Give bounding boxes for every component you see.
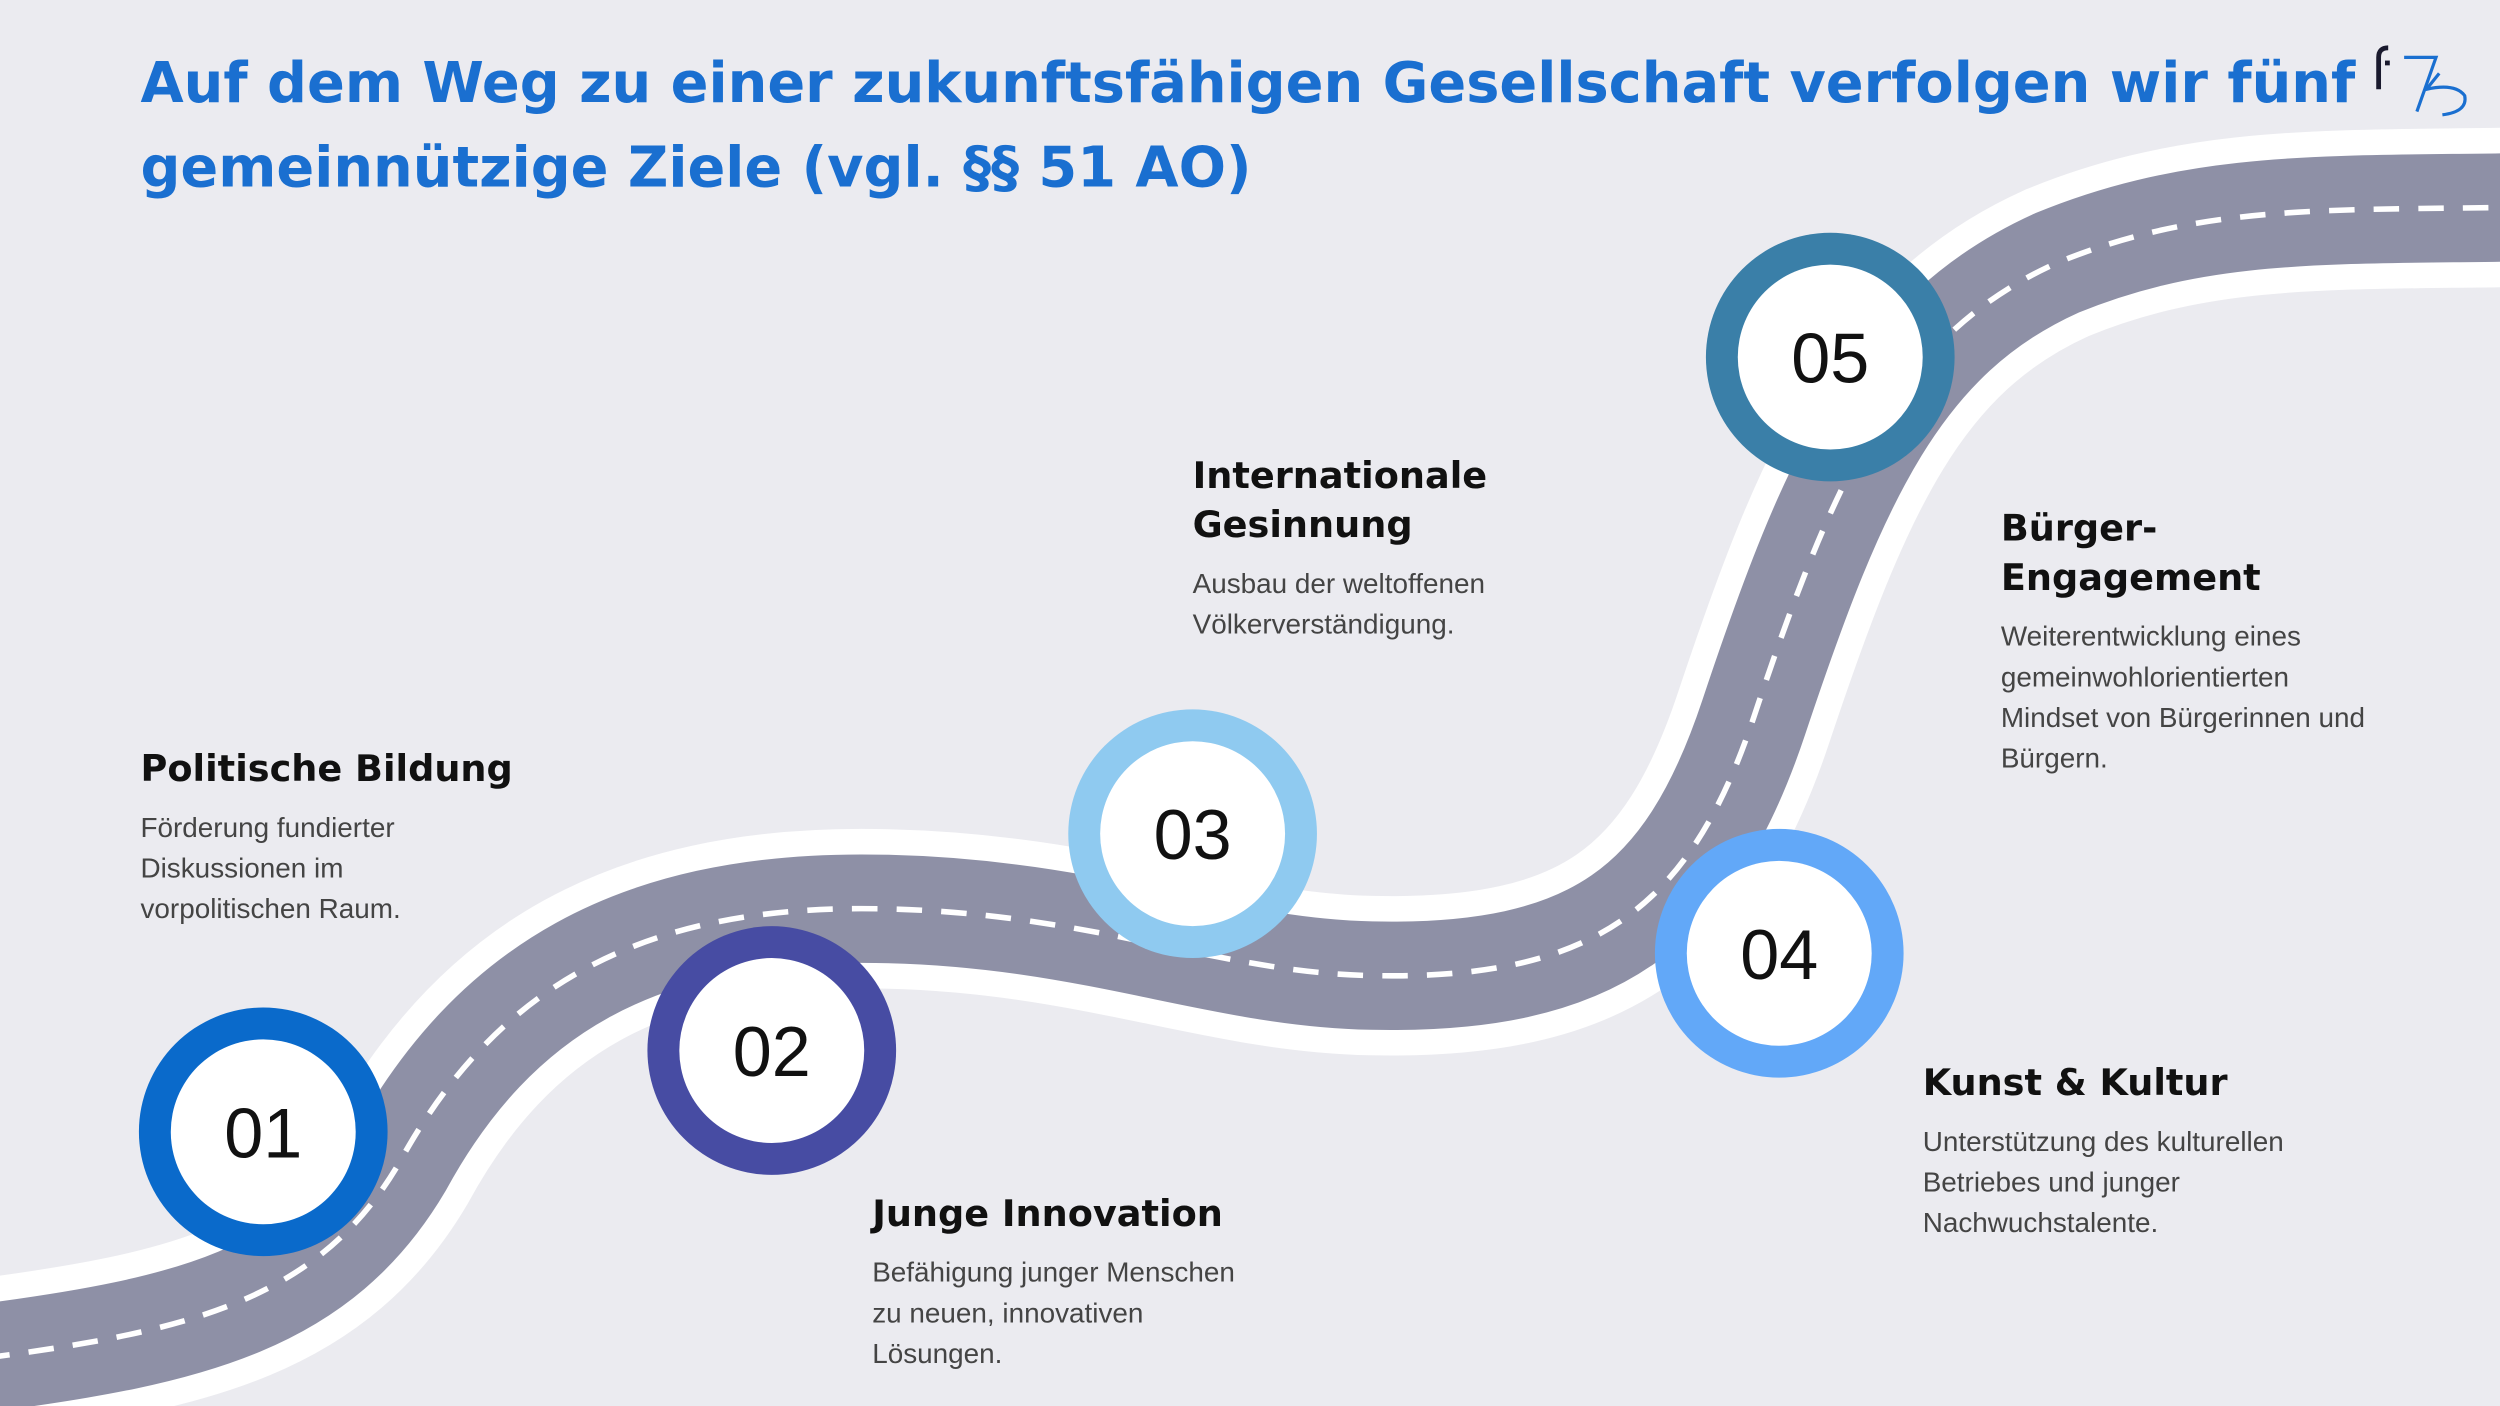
logo-7 <box>2404 55 2439 113</box>
goal-description: gemeinwohlorientierten <box>2001 661 2289 692</box>
goal: 03 Internationale Gesinnung Ausbau der welt… <box>1068 454 1488 959</box>
goal-inner <box>1737 264 1923 450</box>
goal-heading: Politische Bildung <box>141 747 513 790</box>
goal-description: Förderung fundierter <box>141 812 395 843</box>
title-line: Auf dem Weg zu einer zukunftsfähigen Ges… <box>141 51 2357 116</box>
goal-description: Ausbau der weltoffenen <box>1193 568 1485 599</box>
goal-heading: Kunst & Kultur <box>1923 1061 2228 1104</box>
goal-description: Lösungen. <box>872 1338 1002 1369</box>
goal-description: Bürgern. <box>2001 743 2108 774</box>
road <box>0 127 2500 1406</box>
logo-5 <box>2422 72 2467 117</box>
goal-inner <box>1686 860 1872 1046</box>
goal-heading: Engagement <box>2001 556 2261 599</box>
goal-description: Unterstützung des kulturellen <box>1923 1126 2284 1157</box>
goals: 01 Politische Bildung Förderung fundierter… <box>138 232 2365 1369</box>
title: Auf dem Weg zu einer zukunftsfähigen Ges… <box>141 51 2357 200</box>
goal-description: Weiterentwicklung eines <box>2001 621 2301 652</box>
goal-description: Mindset von Bürgerinnen und <box>2001 702 2365 733</box>
goal-heading: Gesinnung <box>1193 503 1413 546</box>
title-line: gemeinnützige Ziele (vgl. §§ 51 AO) <box>141 136 1252 201</box>
goal-heading: Junge Innovation <box>869 1192 1223 1235</box>
goal-number: 04 <box>1740 916 1818 994</box>
goal: 02 Junge Innovation Befähigung junger Mens… <box>647 926 1235 1369</box>
goal-description: vorpolitischen Raum. <box>141 893 401 924</box>
goal-heading: Internationale <box>1193 454 1488 497</box>
goal-inner <box>679 958 865 1143</box>
goal: 04 Kunst & Kultur Unterstützung des kultur… <box>1654 828 2284 1238</box>
goal-number: 05 <box>1791 320 1869 398</box>
goal-number: 02 <box>733 1013 811 1091</box>
goal-description: Völkerverständigung. <box>1193 609 1455 640</box>
goal-description: Diskussionen im <box>141 853 344 884</box>
goal-description: Befähigung junger Menschen <box>872 1257 1235 1288</box>
goal-description: zu neuen, innovativen <box>872 1297 1143 1328</box>
goal-number: 01 <box>224 1094 302 1172</box>
goal-number: 03 <box>1154 796 1232 874</box>
goal: 05 Bürger- Engagement Weiterentwicklung ein… <box>1705 232 2365 774</box>
goal-inner <box>170 1039 356 1225</box>
goal: 01 Politische Bildung Förderung fundierter… <box>138 747 513 1257</box>
goal-inner <box>1100 741 1286 927</box>
goal-description: Betriebes und junger <box>1923 1167 2180 1198</box>
logo-f <box>2376 45 2389 90</box>
logo-dot <box>2385 60 2390 66</box>
goal-heading: Bürger- <box>2001 506 2158 549</box>
road-centerline <box>0 204 2500 1359</box>
logo <box>2376 45 2467 117</box>
goal-description: Nachwuchstalente. <box>1923 1207 2159 1238</box>
